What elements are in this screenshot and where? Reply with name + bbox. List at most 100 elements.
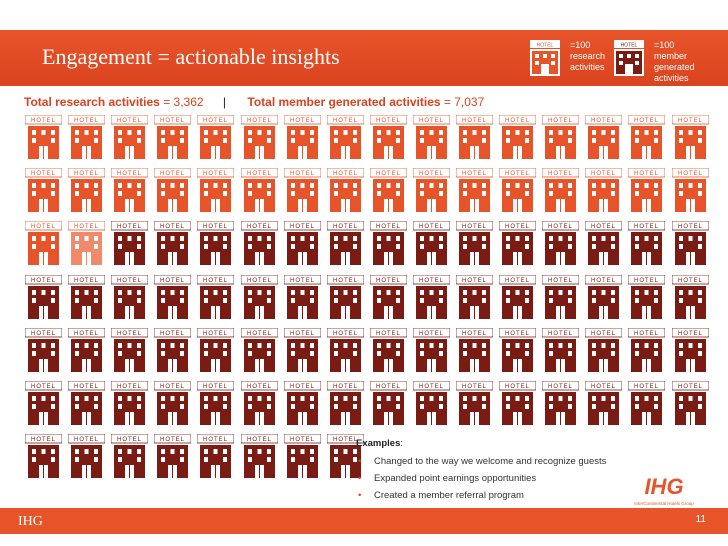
member-hotel-icon: HOTEL [283,274,321,319]
svg-text:HOTEL: HOTEL [290,384,315,390]
research-hotel-icon: HOTEL [369,167,408,213]
member-hotel-icon: HOTEL [240,274,278,319]
svg-text:HOTEL: HOTEL [246,384,271,390]
ihg-logo: IHG InterContinental Hotels Group [634,474,694,506]
research-hotel-icon: HOTEL [326,167,365,213]
svg-text:HOTEL: HOTEL [548,384,573,390]
member-hotel-icon: HOTEL [326,433,365,479]
svg-text:HOTEL: HOTEL [117,384,142,390]
totals-separator: | [222,95,227,109]
svg-text:HOTEL: HOTEL [462,171,487,177]
research-hotel-icon: HOTEL [196,167,235,213]
hotel-icon-grid: HOTEL HOTEL HOTEL HOTEL HOTEL HOTEL HOTEL HOTEL… [24,114,715,485]
svg-text:HOTEL: HOTEL [290,224,315,230]
svg-text:HOTEL: HOTEL [203,118,228,124]
svg-text:HOTEL: HOTEL [333,437,358,443]
research-hotel-icon: HOTEL [326,114,365,159]
svg-text:HOTEL: HOTEL [31,171,56,177]
member-hotel-icon: HOTEL [153,220,192,266]
member-hotel-icon: HOTEL [627,274,666,319]
research-hotel-icon: HOTEL [541,114,580,159]
member-hotel-icon: HOTEL [67,327,106,372]
research-hotel-icon: HOTEL [24,114,63,159]
member-hotel-icon: HOTEL [326,274,365,319]
member-hotel-icon: HOTEL [369,327,408,372]
member-hotel-icon: HOTEL [584,380,623,425]
svg-text:HOTEL: HOTEL [462,384,487,390]
research-hotel-icon: HOTEL [153,114,192,159]
title-bar: Engagement = actionable insights HOTEL =… [0,30,728,86]
member-hotel-icon: HOTEL [153,327,192,372]
member-hotel-icon: HOTEL [240,433,278,479]
svg-text:HOTEL: HOTEL [333,384,358,390]
member-hotel-icon: HOTEL [283,327,321,372]
svg-text:HOTEL: HOTEL [634,118,659,124]
svg-text:HOTEL: HOTEL [203,384,228,390]
member-hotel-icon: HOTEL [196,433,235,479]
research-hotel-icon: HOTEL [67,167,106,213]
research-hotel-icon: HOTEL [627,114,666,159]
research-hotel-icon: HOTEL [455,167,494,213]
member-hotel-icon: HOTEL [196,220,235,266]
member-total-value: = 7,037 [443,95,485,109]
svg-text:HOTEL: HOTEL [203,224,228,230]
svg-text:HOTEL: HOTEL [591,171,616,177]
member-hotel-icon: HOTEL [455,220,494,266]
member-hotel-icon: HOTEL [153,274,192,319]
svg-text:HOTEL: HOTEL [419,384,444,390]
list-item: • Changed to the way we welcome and recog… [358,456,607,467]
totals-line: Total research activities = 3,362 | Tota… [24,95,484,111]
svg-text:HOTEL: HOTEL [505,278,530,284]
svg-text:HOTEL: HOTEL [117,171,142,177]
footer-bar: IHG 11 [0,508,728,534]
svg-text:HOTEL: HOTEL [505,384,530,390]
research-hotel-icon: HOTEL [283,167,321,213]
research-hotel-icon: HOTEL [627,167,666,213]
svg-text:HOTEL: HOTEL [290,437,315,443]
svg-text:HOTEL: HOTEL [591,118,616,124]
member-hotel-icon: HOTEL [110,274,149,319]
research-hotel-icon: HOTEL [369,114,408,159]
member-hotel-icon: HOTEL [196,380,235,425]
member-hotel-icon: HOTEL [283,220,321,266]
member-hotel-icon: HOTEL [24,274,63,319]
svg-text:HOTEL: HOTEL [548,278,573,284]
member-hotel-icon: HOTEL [67,380,106,425]
svg-text:HOTEL: HOTEL [160,384,185,390]
member-hotel-icon: HOTEL [110,380,149,425]
svg-text:HOTEL: HOTEL [419,278,444,284]
svg-text:HOTEL: HOTEL [419,224,444,230]
member-hotel-icon: HOTEL [110,220,149,266]
member-hotel-icon: HOTEL [412,380,451,425]
member-hotel-icon: HOTEL [627,220,666,266]
slide-title: Engagement = actionable insights [42,44,340,69]
svg-text:HOTEL: HOTEL [203,171,228,177]
research-hotel-icon: HOTEL [498,114,537,159]
svg-text:HOTEL: HOTEL [117,224,142,230]
svg-text:HOTEL: HOTEL [290,278,315,284]
svg-text:HOTEL: HOTEL [31,224,56,230]
research-hotel-icon: HOTEL [240,114,278,159]
member-hotel-icon: HOTEL [283,380,321,425]
member-hotel-icon: HOTEL [196,274,235,319]
svg-text:HOTEL: HOTEL [246,278,271,284]
svg-text:HOTEL: HOTEL [203,437,228,443]
svg-text:HOTEL: HOTEL [74,118,99,124]
svg-text:InterContinental Hotels Group: InterContinental Hotels Group [634,501,694,506]
research-hotel-icon: HOTEL [24,167,63,213]
svg-text:HOTEL: HOTEL [31,331,56,337]
member-hotel-icon: HOTEL [24,380,63,425]
svg-text:HOTEL: HOTEL [246,118,271,124]
svg-text:HOTEL: HOTEL [376,331,401,337]
svg-text:HOTEL: HOTEL [290,331,315,337]
member-hotel-icon: HOTEL [455,327,494,372]
member-hotel-icon: HOTEL [283,433,321,479]
svg-text:HOTEL: HOTEL [117,118,142,124]
svg-text:HOTEL: HOTEL [634,171,659,177]
svg-text:HOTEL: HOTEL [333,171,358,177]
member-total-label: Total member generated activities [247,95,441,109]
research-hotel-icon: HOTEL [67,220,106,266]
member-hotel-icon: HOTEL [671,327,709,372]
member-hotel-icon: HOTEL [541,380,580,425]
page-number: 11 [695,514,706,525]
